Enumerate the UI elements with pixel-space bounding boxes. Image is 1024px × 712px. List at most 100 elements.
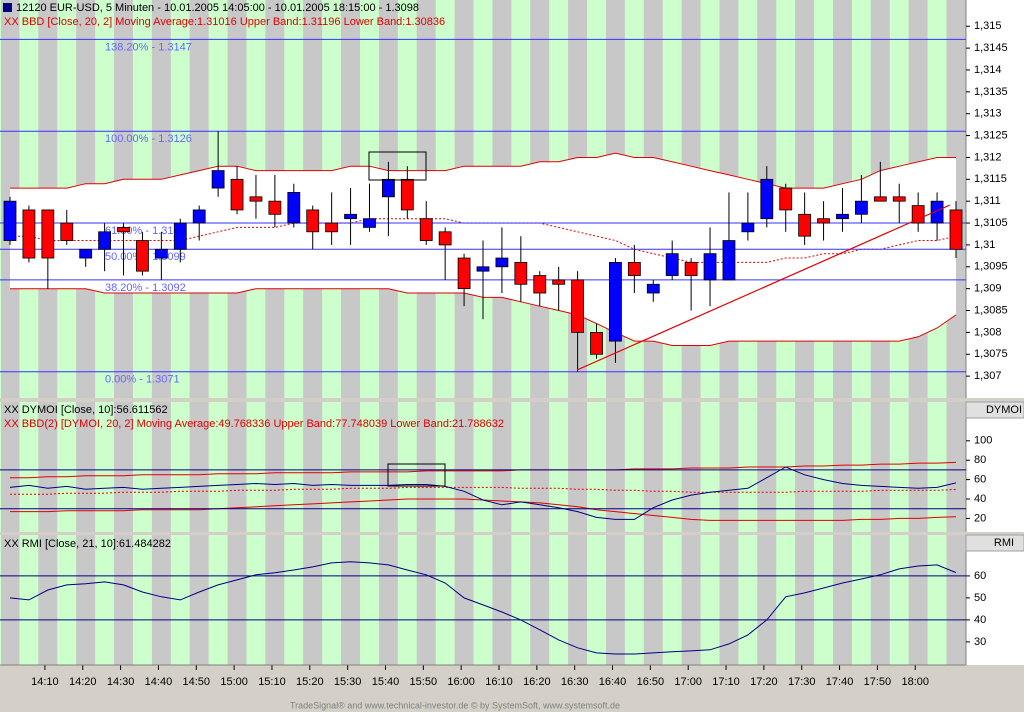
candle-body	[552, 279, 566, 285]
stripe	[265, 0, 285, 665]
symbol-icon	[3, 3, 12, 12]
candle-body	[609, 262, 622, 342]
y-tick-label: 1,308	[974, 326, 1002, 338]
stripe	[511, 0, 531, 665]
candle-body	[154, 248, 168, 259]
y-tick-label: 1,31	[974, 239, 995, 251]
candle-body	[381, 178, 395, 198]
stripe	[473, 0, 493, 665]
x-tick-label: 17:00	[674, 676, 702, 688]
x-tick-label: 18:00	[901, 676, 929, 688]
candle-body	[22, 209, 36, 259]
candle-body	[3, 200, 17, 241]
y-tick-label: 60	[974, 474, 986, 486]
candle-body	[817, 218, 830, 224]
stripe	[454, 0, 474, 665]
y-tick-label: 100	[974, 435, 992, 447]
candle-body	[173, 222, 187, 250]
candle-body	[665, 253, 679, 276]
candle-body	[760, 178, 774, 220]
y-tick-label: 50	[974, 592, 986, 604]
candle-body	[646, 283, 660, 294]
x-tick-label: 15:10	[258, 676, 286, 688]
candle-body	[344, 213, 357, 220]
candle-body	[325, 222, 339, 233]
stripe	[397, 0, 417, 665]
candle-body	[211, 170, 225, 189]
x-tick-label: 14:50	[183, 676, 211, 688]
x-tick-label: 15:20	[296, 676, 324, 688]
y-tick-label: 1,313	[974, 108, 1002, 120]
y-tick-label: 1,3095	[974, 261, 1008, 273]
candle-body	[117, 227, 130, 233]
panel-title: XX DYMOI [Close, 10]:56.611562	[4, 404, 168, 416]
candle-body	[722, 240, 736, 281]
x-tick-label: 15:00	[220, 676, 248, 688]
stripe	[0, 0, 2, 665]
panel-title: XX RMI [Close, 21, 10]:61.484282	[4, 538, 171, 550]
panel-separator	[0, 532, 1024, 535]
stripe	[946, 0, 966, 665]
candle-body	[419, 218, 433, 241]
candle-body	[533, 275, 547, 294]
x-tick-label: 16:20	[523, 676, 551, 688]
stripe	[95, 0, 115, 665]
candle-body	[438, 231, 452, 246]
panel-subtitle: XX BBD [Close, 20, 2] Moving Average:1.3…	[4, 16, 445, 28]
stripe	[189, 0, 209, 665]
x-tick-label: 17:20	[750, 676, 778, 688]
y-tick-label: 1,3145	[974, 42, 1008, 54]
y-tick-label: 1,3115	[974, 173, 1007, 185]
fib-label: 138.20% - 1.3147	[105, 41, 192, 53]
axis-label: RMI	[994, 537, 1014, 549]
stripe	[208, 0, 228, 665]
panel-subtitle: XX BBD(2) [DYMOI, 20, 2] Moving Average:…	[4, 418, 504, 430]
stripe	[76, 0, 96, 665]
x-tick-label: 15:30	[334, 676, 362, 688]
stripe	[246, 0, 266, 665]
candle-body	[892, 196, 906, 202]
stripe	[549, 0, 569, 665]
x-tick-label: 16:40	[599, 676, 627, 688]
stripe	[114, 0, 133, 665]
indicator-line	[9, 561, 957, 655]
selection-box	[368, 151, 427, 181]
x-tick-label: 14:30	[107, 676, 135, 688]
fib-label: 100.00% - 1.3126	[105, 133, 192, 145]
plots: 138.20% - 1.3147 100.00% - 1.3126 61.80% -…	[0, 2, 1022, 688]
candle-body	[230, 178, 244, 211]
upper-band	[10, 461, 957, 479]
candle-body	[684, 262, 698, 276]
y-tick-label: 1,312	[974, 151, 1002, 163]
stripe	[435, 0, 455, 665]
candle-body	[60, 222, 74, 241]
candle-body	[590, 331, 603, 355]
y-tick-label: 60	[974, 570, 986, 582]
footer: TradeSignal® and www.technical-investor.…	[290, 700, 620, 710]
candle-body	[249, 196, 263, 202]
stripe	[284, 0, 304, 665]
stripe	[360, 0, 379, 665]
candle-body	[798, 213, 812, 237]
x-tick-label: 17:40	[826, 676, 854, 688]
candle-body	[306, 209, 320, 233]
candle-body	[268, 200, 282, 215]
panel: 138.20% - 1.3147 100.00% - 1.3126 61.80% -…	[0, 2, 1008, 386]
x-tick-label: 16:30	[561, 676, 589, 688]
y-tick-label: 1,311	[974, 195, 1001, 207]
stripe	[170, 0, 190, 665]
x-tick-label: 16:10	[485, 676, 513, 688]
candle-body	[400, 178, 414, 211]
axis-label: DYMOI	[986, 404, 1022, 416]
x-tick-label: 16:50	[637, 676, 665, 688]
panel: 60 50 40 30 XX RMI [Close, 21, 10]:61.484282…	[0, 537, 1014, 688]
y-tick-label: 1,309	[974, 283, 1002, 295]
y-tick-label: 1,307	[974, 370, 1002, 382]
right-axis-area	[966, 0, 1024, 665]
stripe	[38, 0, 58, 665]
axis-label-box	[965, 401, 1024, 419]
candle-body	[836, 213, 849, 220]
axis-label-box	[965, 534, 1024, 552]
